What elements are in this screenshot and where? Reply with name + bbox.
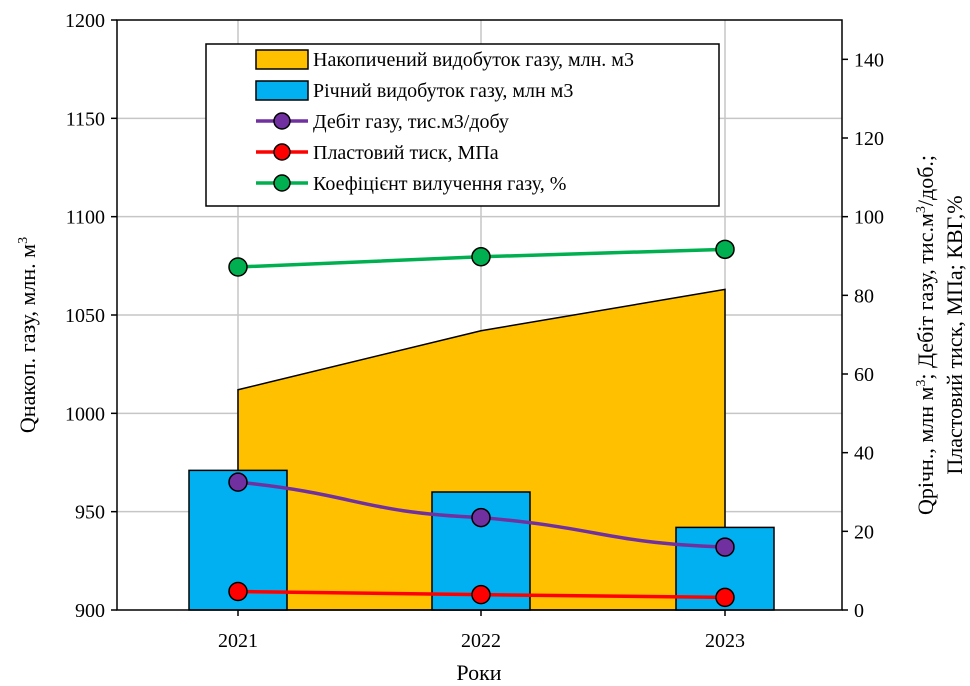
right-axis-title-line1: Qрічн., млн м3; Дебіт газу, тис.м3/доб.;: [913, 155, 938, 515]
legend-label: Пластовий тиск, МПа: [313, 142, 499, 164]
legend-item-2: Дебіт газу, тис.м3/добу: [256, 111, 509, 133]
left-axis-title: Qнакоп. газу, млн. м3: [15, 237, 40, 433]
left-tick-label: 1150: [66, 108, 105, 130]
right-tick-label: 80: [854, 285, 874, 307]
left-tick-label: 1100: [66, 207, 105, 229]
legend-item-0: Накопичений видобуток газу, млн. м3: [255, 49, 634, 71]
right-axis-ticks: 0 20 40 60 80 100 120 140: [842, 49, 884, 622]
right-tick-label: 100: [854, 207, 884, 229]
left-tick-label: 1000: [65, 403, 105, 425]
right-axis-title-line2: Пластовий тиск, МПа; КВГ,%: [942, 195, 967, 474]
legend-marker: [273, 143, 291, 161]
series-marker-1-2023: [715, 587, 735, 608]
legend-swatch: [255, 80, 309, 101]
x-tick-label: 2023: [705, 630, 745, 652]
right-tick-label: 0: [854, 600, 864, 622]
legend-item-3: Пластовий тиск, МПа: [256, 142, 499, 164]
left-axis-ticks: 900 950 1000 1050 1100 1150 1200: [65, 10, 117, 622]
legend-label: Річний видобуток газу, млн м3: [313, 80, 573, 102]
left-tick-label: 1200: [65, 10, 105, 32]
x-tick-label: 2021: [218, 630, 258, 652]
series-marker-2-2023: [715, 239, 735, 260]
legend: Накопичений видобуток газу, млн. м3 Річни…: [205, 43, 720, 207]
legend-swatch: [255, 49, 309, 70]
x-tick-label: 2022: [461, 630, 501, 652]
legend-box: [205, 43, 720, 207]
legend-marker: [273, 174, 291, 192]
series-lines-layer: [228, 239, 735, 608]
right-tick-label: 40: [854, 443, 874, 465]
series-marker-1-2022: [471, 584, 491, 605]
legend-marker: [273, 112, 291, 130]
x-axis-ticks: 2021 2022 2023: [218, 610, 745, 652]
legend-label: Накопичений видобуток газу, млн. м3: [313, 49, 634, 71]
left-tick-label: 900: [75, 600, 105, 622]
x-axis-title: Роки: [456, 660, 501, 685]
series-marker-2-2021: [228, 257, 248, 277]
series-marker-2-2022: [471, 247, 491, 267]
series-marker-1-2021: [228, 581, 248, 602]
right-tick-label: 60: [854, 364, 874, 386]
legend-label: Коефіцієнт вилучення газу, %: [313, 173, 566, 195]
legend-item-1: Річний видобуток газу, млн м3: [255, 80, 573, 102]
right-tick-label: 20: [854, 521, 874, 543]
left-tick-label: 950: [75, 502, 105, 524]
right-tick-label: 120: [854, 128, 884, 150]
left-tick-label: 1050: [65, 305, 105, 327]
legend-label: Дебіт газу, тис.м3/добу: [313, 111, 509, 133]
series-marker-0-2022: [471, 507, 491, 528]
series-marker-0-2021: [228, 472, 248, 492]
series-marker-0-2023: [715, 537, 735, 557]
right-tick-label: 140: [854, 49, 884, 71]
legend-item-4: Коефіцієнт вилучення газу, %: [256, 173, 566, 195]
